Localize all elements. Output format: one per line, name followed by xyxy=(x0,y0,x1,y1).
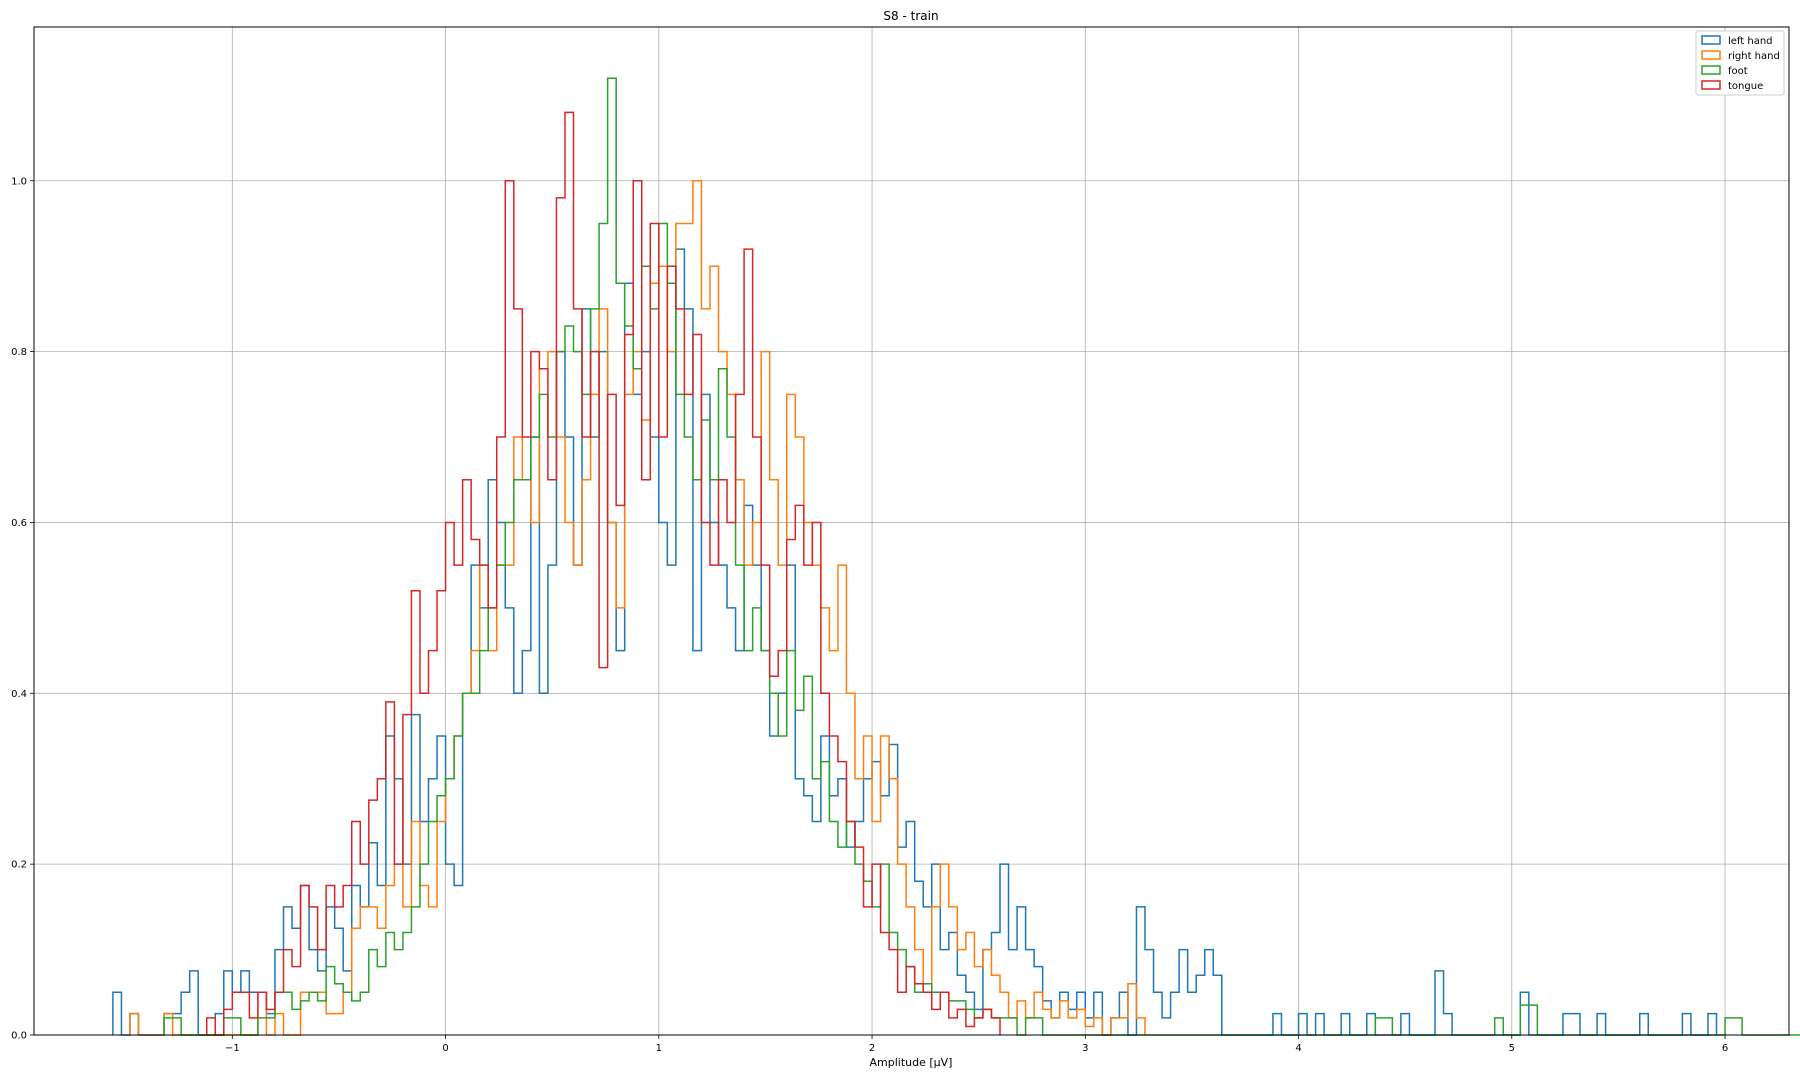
legend-label-left-hand: left hand xyxy=(1728,36,1773,47)
x-tick-label: 5 xyxy=(1509,1043,1515,1054)
legend-swatch-left-hand xyxy=(1701,35,1721,45)
x-tick-label: 6 xyxy=(1722,1043,1728,1054)
plot-background xyxy=(34,27,1789,1035)
legend-label-tongue: tongue xyxy=(1728,81,1763,92)
y-tick-label: 1.0 xyxy=(11,176,27,187)
x-axis-label: Amplitude [μV] xyxy=(870,1056,953,1069)
x-tick-label: 4 xyxy=(1295,1043,1301,1054)
chart-title: S8 - train xyxy=(883,9,938,23)
series-tongue-step xyxy=(205,111,1001,1036)
y-tick-label: 0.4 xyxy=(11,689,27,700)
legend-label-foot: foot xyxy=(1728,66,1748,77)
legend-label-right-hand: right hand xyxy=(1728,51,1780,62)
x-tick-label: −1 xyxy=(225,1043,240,1054)
y-tick-label: 0.2 xyxy=(11,860,27,871)
x-tick-label: 3 xyxy=(1082,1043,1088,1054)
legend-swatch-tongue xyxy=(1701,80,1721,90)
legend-swatch-foot xyxy=(1701,65,1721,75)
y-tick-label: 0.6 xyxy=(11,518,27,529)
x-tick-label: 1 xyxy=(656,1043,662,1054)
plot-frame xyxy=(33,26,1790,1036)
legend: left hand right hand foot tongue xyxy=(1695,30,1785,96)
legend-box xyxy=(1695,30,1785,96)
y-axis-ticks: 0.0 0.2 0.4 0.6 0.8 1.0 xyxy=(11,176,34,1042)
y-tick-label: 0.8 xyxy=(11,347,27,358)
legend-swatch-right-hand xyxy=(1701,50,1721,60)
x-tick-label: 2 xyxy=(869,1043,875,1054)
y-tick-label: 0.0 xyxy=(11,1031,27,1042)
grid-lines xyxy=(34,27,1789,1036)
x-axis-ticks: −1 0 1 2 3 4 5 6 xyxy=(225,1035,1728,1054)
legend-items: left hand right hand foot tongue xyxy=(1701,35,1780,92)
x-tick-label: 0 xyxy=(442,1043,448,1054)
